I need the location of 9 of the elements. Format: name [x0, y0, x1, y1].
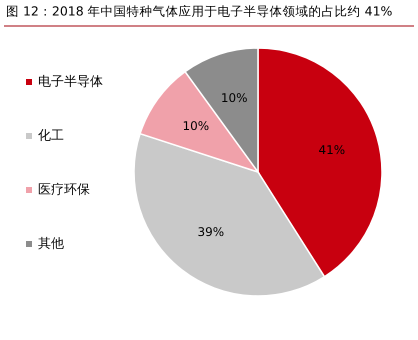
data-label: 41%	[318, 142, 346, 157]
legend-label: 其他	[38, 236, 64, 252]
chart-title: 图 12：2018 年中国特种气体应用于电子半导体领域的占比约 41%	[6, 3, 393, 18]
legend-label: 医疗环保	[38, 182, 90, 198]
legend-label: 化工	[38, 128, 64, 144]
data-label: 10%	[220, 91, 248, 106]
legend-label: 电子半导体	[38, 74, 103, 90]
data-label: 10%	[182, 119, 210, 134]
data-label: 39%	[198, 225, 224, 240]
